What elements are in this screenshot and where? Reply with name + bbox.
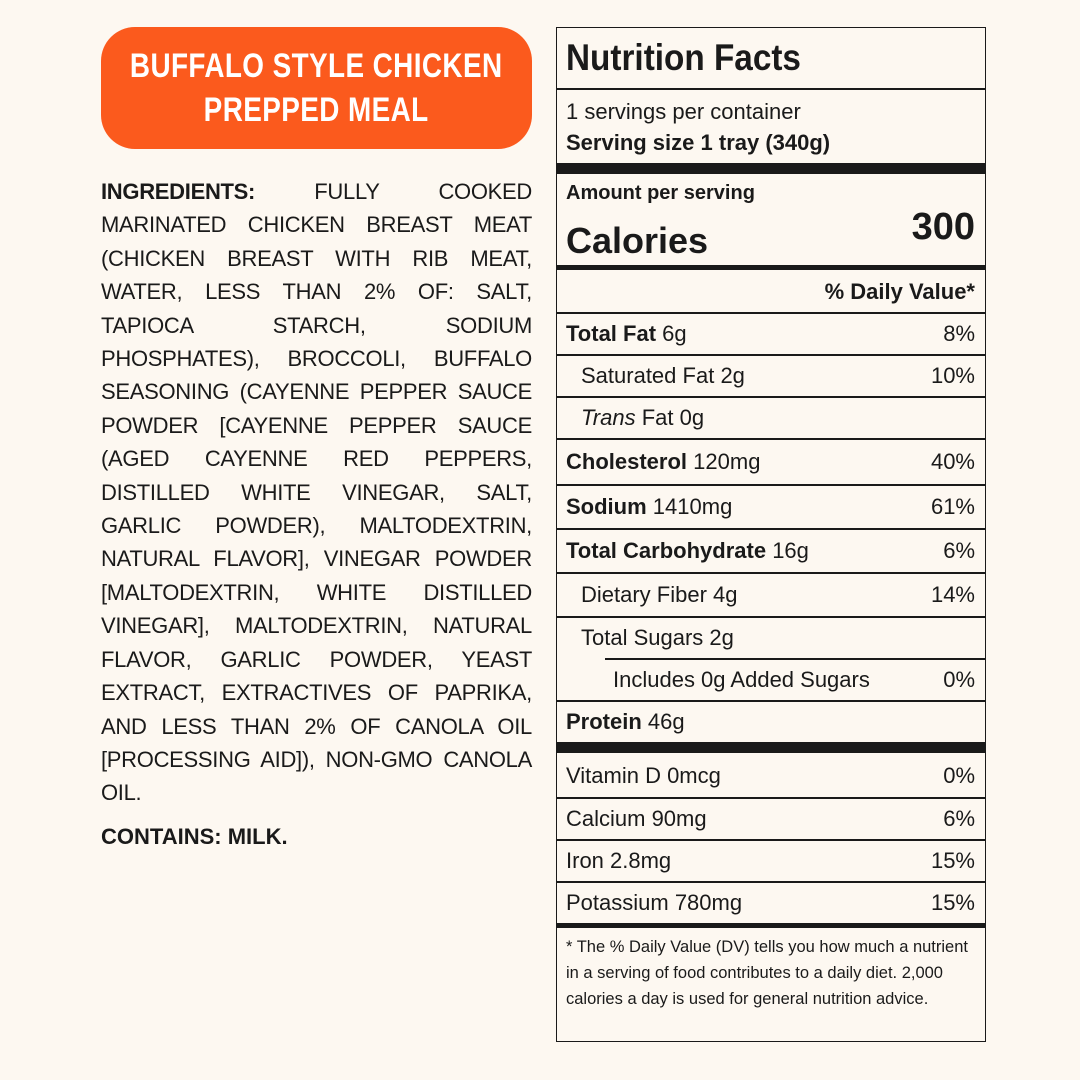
dietary-fiber-row: Dietary Fiber 4g 14% <box>557 573 985 616</box>
divider <box>557 484 985 486</box>
divider <box>557 396 985 398</box>
daily-value-header: % Daily Value* <box>824 278 975 304</box>
serving-size-label: Serving size <box>566 130 695 155</box>
cholesterol-amount: 120mg <box>693 448 761 474</box>
added-sugars-dv: 0% <box>943 666 975 692</box>
iron-row: Iron 2.8mg 15% <box>557 840 985 881</box>
ingredients-section: INGREDIENTS: FULLY COOKED MARINATED CHIC… <box>101 175 532 853</box>
potassium-dv: 15% <box>930 889 975 915</box>
thick-divider <box>557 742 985 753</box>
dietary-fiber-amount: 4g <box>713 581 738 607</box>
calcium-label: Calcium 90mg <box>566 805 707 831</box>
saturated-fat-dv: 10% <box>930 362 975 388</box>
calcium-row: Calcium 90mg 6% <box>557 798 985 839</box>
total-fat-amount: 6g <box>662 320 687 346</box>
nutrition-title: Nutrition Facts <box>566 37 801 78</box>
product-title-line-1: BUFFALO STYLE CHICKEN <box>130 47 503 85</box>
iron-label: Iron 2.8mg <box>566 847 672 873</box>
vitamin-d-row: Vitamin D 0mcg 0% <box>557 755 985 797</box>
total-carbohydrate-label: Total Carbohydrate <box>566 537 767 563</box>
total-sugars-amount: 2g <box>709 624 734 650</box>
daily-value-footnote: * The % Daily Value (DV) tells you how m… <box>566 938 968 1008</box>
divider <box>557 312 985 314</box>
sodium-row: Sodium 1410mg 61% <box>557 485 985 528</box>
trans-fat-amount: 0g <box>679 404 705 430</box>
nutrition-facts-panel: Nutrition Facts 1 servings per container… <box>556 27 986 1042</box>
divider <box>605 658 985 660</box>
cholesterol-row: Cholesterol 120mg 40% <box>557 439 985 484</box>
divider <box>557 700 985 702</box>
total-sugars-label: Total Sugars <box>581 624 704 650</box>
vitamin-d-dv: 0% <box>943 763 975 788</box>
nutrition-title-row: Nutrition Facts <box>557 28 985 88</box>
total-carbohydrate-row: Total Carbohydrate 16g 6% <box>557 529 985 572</box>
saturated-fat-amount: 2g <box>720 362 745 388</box>
trans-label: Trans <box>581 404 636 430</box>
divider <box>557 354 985 356</box>
divider <box>557 438 985 440</box>
sodium-amount: 1410mg <box>652 493 733 519</box>
product-title-banner: BUFFALO STYLE CHICKEN PREPPED MEAL <box>101 27 532 149</box>
divider <box>557 797 985 799</box>
added-sugars-label: Includes 0g Added Sugars <box>613 666 870 692</box>
saturated-fat-row: Saturated Fat 2g 10% <box>557 355 985 396</box>
potassium-row: Potassium 780mg 15% <box>557 882 985 923</box>
servings-per-container: 1 servings per container <box>566 99 801 124</box>
sodium-dv: 61% <box>930 493 975 519</box>
amount-per-serving: Amount per serving <box>566 181 755 204</box>
thick-divider <box>557 163 985 174</box>
iron-dv: 15% <box>930 847 975 873</box>
calcium-dv: 6% <box>943 805 975 831</box>
daily-value-header-row: % Daily Value* <box>557 271 985 312</box>
protein-label: Protein <box>566 708 642 734</box>
ingredients-label: INGREDIENTS: <box>101 179 256 204</box>
calories-row: Calories 300 <box>557 206 985 262</box>
total-carbohydrate-dv: 6% <box>943 537 975 563</box>
product-title-line-2: PREPPED MEAL <box>204 91 429 129</box>
ingredients-paragraph: INGREDIENTS: FULLY COOKED MARINATED CHIC… <box>101 175 532 810</box>
trans-fat-label: Fat <box>641 404 674 430</box>
ingredients-text: FULLY COOKED MARINATED CHICKEN BREAST ME… <box>101 179 532 806</box>
divider <box>557 88 985 90</box>
divider <box>557 528 985 530</box>
sodium-label: Sodium <box>566 493 647 519</box>
protein-row: Protein 46g <box>557 701 985 742</box>
total-sugars-row: Total Sugars 2g <box>557 617 985 658</box>
protein-amount: 46g <box>647 708 685 734</box>
calories-label: Calories <box>566 220 709 261</box>
divider <box>557 572 985 574</box>
total-fat-row: Total Fat 6g 8% <box>557 313 985 354</box>
amount-per-serving-row: Amount per serving <box>557 178 985 208</box>
vitamin-d-label: Vitamin D 0mcg <box>566 763 721 788</box>
allergen-statement: CONTAINS: MILK. <box>101 823 288 849</box>
divider <box>557 839 985 841</box>
total-fat-dv: 8% <box>943 320 975 346</box>
cholesterol-label: Cholesterol <box>566 448 688 474</box>
saturated-fat-label: Saturated Fat <box>581 362 715 388</box>
divider <box>557 881 985 883</box>
calories-value: 300 <box>911 206 975 248</box>
medium-divider <box>557 265 985 270</box>
added-sugars-row: Includes 0g Added Sugars 0% <box>557 659 985 700</box>
total-carbohydrate-amount: 16g <box>772 537 809 563</box>
divider <box>557 616 985 618</box>
total-fat-label: Total Fat <box>566 320 657 346</box>
serving-size-row: Serving size 1 tray (340g) <box>557 128 985 158</box>
medium-divider <box>557 923 985 928</box>
trans-fat-row: Trans Fat 0g <box>557 397 985 438</box>
cholesterol-dv: 40% <box>930 448 975 474</box>
serving-size-value: 1 tray (340g) <box>700 130 831 155</box>
potassium-label: Potassium 780mg <box>566 889 743 915</box>
dietary-fiber-dv: 14% <box>930 581 975 607</box>
dietary-fiber-label: Dietary Fiber <box>581 581 707 607</box>
servings-row: 1 servings per container <box>557 98 985 126</box>
